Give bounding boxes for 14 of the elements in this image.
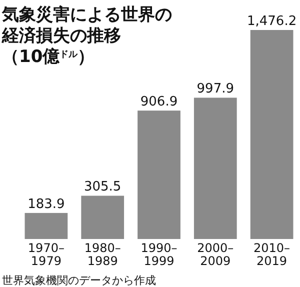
x-tick-label: 2000–2009 <box>197 241 234 268</box>
data-label: 1,476.2 <box>246 14 297 29</box>
x-tick-label: 1990–1999 <box>140 241 178 268</box>
title: 気象災害による世界の <box>2 5 172 25</box>
x-tick-label: 1980–1989 <box>84 241 121 268</box>
data-label: 997.9 <box>196 82 234 97</box>
title: （10億$^{ドル}$） <box>2 47 95 67</box>
title: 経済損失の推移 <box>2 26 121 46</box>
text: 世界気象機関のデータから作成 <box>2 274 156 287</box>
data-label: 906.9 <box>140 94 178 110</box>
x-tick-label: 1970–1979 <box>28 241 64 268</box>
x-tick-label: 2010–2019 <box>254 241 290 268</box>
data-label: 305.5 <box>84 180 122 195</box>
data-label: 183.9 <box>28 196 65 212</box>
